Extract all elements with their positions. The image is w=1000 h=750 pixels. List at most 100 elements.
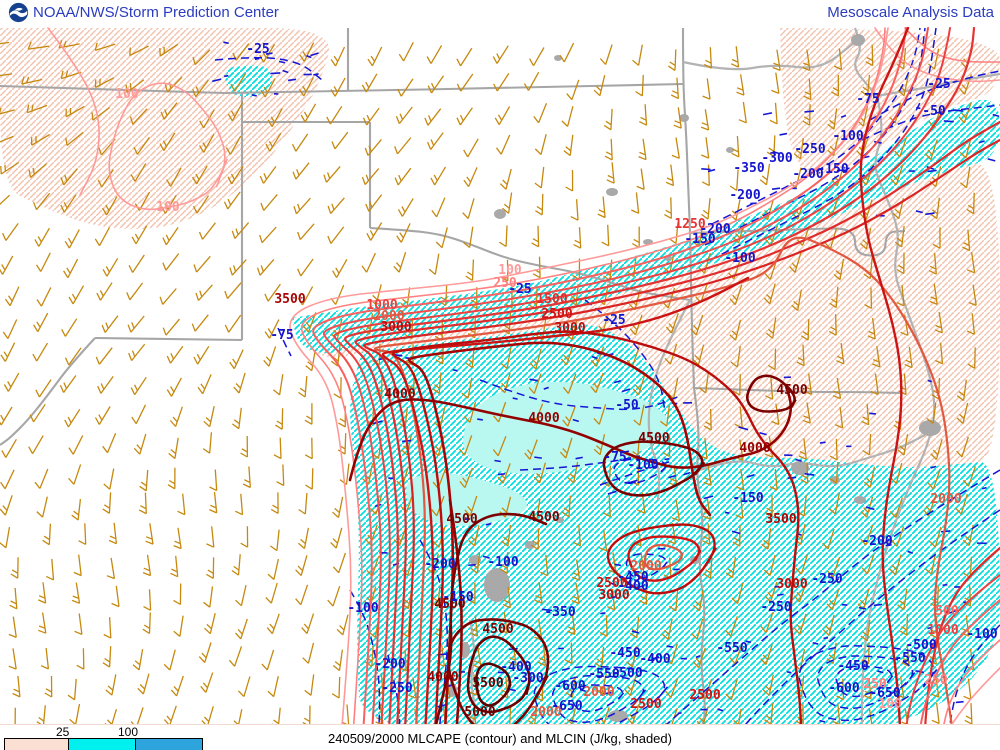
contour-label: 3500: [274, 292, 305, 307]
contour-label: -25: [927, 77, 950, 92]
contour-label: 4000: [427, 670, 458, 685]
contour-label: -150: [684, 232, 715, 247]
contour-label: 4500: [434, 597, 465, 612]
contour-label: 5500: [472, 676, 503, 691]
contour-label: 3000: [776, 577, 807, 592]
contour-label: -250: [811, 572, 842, 587]
page-title: Mesoscale Analysis Data: [827, 4, 994, 21]
contour-label: 1000: [927, 623, 958, 638]
contour-label: 2500: [596, 576, 627, 591]
contour-label: 2500: [541, 307, 572, 322]
contour-label: 4000: [739, 441, 770, 456]
contour-label: 2000: [630, 559, 661, 574]
contour-label: -600: [828, 681, 859, 696]
contour-label: -600: [554, 679, 585, 694]
contour-label: 4500: [528, 510, 559, 525]
contour-label: -100: [487, 555, 518, 570]
contour-label: -100: [347, 601, 378, 616]
contour-label: -650: [869, 686, 900, 701]
contour-label: -75: [603, 450, 626, 465]
contour-label: -200: [374, 657, 405, 672]
contour-label: 2000: [583, 685, 614, 700]
contour-label: -200: [424, 557, 455, 572]
contour-label: 250: [924, 673, 948, 688]
contour-label: 4000: [528, 411, 559, 426]
contour-label: -400: [617, 579, 648, 594]
contour-label: -50: [922, 104, 946, 119]
contour-label: 1000: [366, 298, 397, 313]
contour-label: 100: [156, 200, 180, 215]
contour-label: 3000: [598, 588, 629, 603]
contour-label: -550: [894, 651, 925, 666]
legend-segment-mid: [68, 739, 135, 750]
contour-label: -400: [639, 652, 670, 667]
contour-label: 4500: [776, 383, 807, 398]
page-header: NOAA/NWS/Storm Prediction Center Mesosca…: [0, 0, 1000, 27]
contour-label: 4000: [384, 387, 415, 402]
contour-label: -75: [270, 328, 293, 343]
contour-label: -25: [602, 313, 625, 328]
contour-label: -250: [794, 142, 825, 157]
contour-label: 1250: [674, 217, 705, 232]
site-title: NOAA/NWS/Storm Prediction Center: [33, 4, 279, 21]
contour-label: 4500: [638, 431, 669, 446]
contour-label: -100: [966, 627, 997, 642]
contour-label: -350: [733, 161, 764, 176]
contour-label: 3500: [765, 512, 796, 527]
contour-label: -200: [729, 188, 760, 203]
contour-label: -300: [512, 671, 543, 686]
contour-label: 3000: [380, 320, 411, 335]
cin-legend-colorbar: [4, 738, 203, 750]
contour-label: 100: [115, 87, 139, 102]
contour-label: 2000: [373, 309, 404, 324]
legend-tick-25: 25: [56, 725, 70, 739]
contour-label: -100: [724, 251, 755, 266]
mlcape-contours: [47, 26, 1000, 750]
contour-label: -25: [246, 42, 269, 57]
contour-label: -550: [716, 641, 747, 656]
map-footer: 25 100 240509/2000 MLCAPE (contour) and …: [0, 724, 1000, 750]
contour-label: 5000: [464, 705, 495, 720]
product-title: 240509/2000 MLCAPE (contour) and MLCIN (…: [328, 731, 672, 746]
contour-label: -25: [508, 282, 531, 297]
contour-label: -550: [588, 667, 619, 682]
contour-label: -150: [817, 162, 848, 177]
contour-label: 2500: [630, 697, 661, 712]
contour-label: 2500: [689, 688, 720, 703]
legend-segment-low: [5, 739, 68, 750]
contour-label: -100: [832, 129, 863, 144]
contour-label: -450: [617, 570, 648, 585]
contour-label: -100: [627, 458, 658, 473]
contour-label: 2000: [530, 705, 561, 720]
contour-label: -300: [761, 151, 792, 166]
contour-label: 3000: [554, 321, 585, 336]
contour-label: -75: [856, 92, 879, 107]
legend-tick-100: 100: [118, 725, 139, 739]
contour-label: -400: [500, 660, 531, 675]
contour-label: 1500: [536, 292, 567, 307]
contour-label: 4500: [482, 622, 513, 637]
noaa-logo-icon: [8, 2, 29, 23]
contour-label: -250: [760, 600, 791, 615]
contour-label: -150: [442, 590, 473, 605]
legend-segment-high: [135, 739, 202, 750]
contour-label: 250: [863, 677, 887, 692]
contour-label: -250: [381, 681, 412, 696]
contour-label: 250: [493, 276, 517, 291]
contour-label: 100: [498, 263, 522, 278]
contour-label: -350: [544, 605, 575, 620]
contour-label: -450: [837, 659, 868, 674]
contour-label: -50: [615, 398, 639, 413]
contour-label: 500: [935, 604, 959, 619]
contour-label: -150: [732, 491, 763, 506]
contour-label: -500: [905, 638, 936, 653]
contour-label: 4500: [446, 512, 477, 527]
contour-label: -200: [699, 222, 730, 237]
contour-label: -500: [611, 666, 642, 681]
contour-label: -200: [792, 167, 823, 182]
contour-label: -450: [609, 646, 640, 661]
contour-label: 2000: [930, 492, 961, 507]
